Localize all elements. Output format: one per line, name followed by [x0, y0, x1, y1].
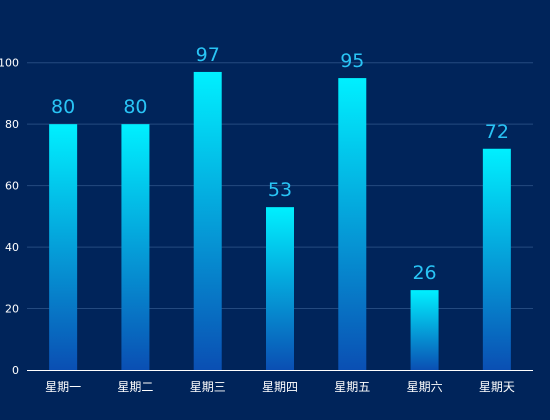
bar-value-label: 97 — [196, 44, 220, 66]
y-tick-label: 20 — [5, 303, 19, 316]
x-tick-label: 星期二 — [117, 380, 153, 394]
y-axis-ticks: 0 20 40 60 80 100 — [0, 57, 19, 377]
x-tick-label: 星期天 — [479, 380, 515, 394]
bar — [338, 78, 367, 370]
y-tick-label: 60 — [5, 180, 19, 193]
bar-value-label: 95 — [340, 50, 364, 72]
x-tick-label: 星期六 — [407, 380, 443, 394]
y-tick-label: 80 — [5, 118, 19, 131]
bar — [410, 290, 439, 370]
bar-value-label: 53 — [268, 179, 292, 201]
bar — [121, 124, 150, 370]
x-tick-label: 星期一 — [45, 380, 81, 394]
data-labels: 80 80 97 53 95 26 72 — [51, 44, 509, 284]
x-tick-label: 星期四 — [262, 380, 298, 394]
x-tick-label: 星期五 — [334, 380, 370, 394]
y-tick-label: 40 — [5, 241, 19, 254]
bars — [49, 71, 511, 370]
bar-value-label: 80 — [123, 96, 147, 118]
x-tick-label: 星期三 — [190, 380, 226, 394]
bar-value-label: 80 — [51, 96, 75, 118]
x-axis-ticks: 星期一 星期二 星期三 星期四 星期五 星期六 星期天 — [45, 380, 515, 394]
bar — [193, 71, 222, 370]
bar — [482, 148, 511, 370]
bar-value-label: 72 — [485, 121, 509, 143]
y-tick-label: 100 — [0, 57, 19, 70]
y-tick-label: 0 — [12, 364, 19, 377]
bar — [49, 124, 78, 370]
bar — [266, 207, 294, 370]
gridlines — [27, 62, 533, 310]
bar-value-label: 26 — [412, 262, 436, 284]
